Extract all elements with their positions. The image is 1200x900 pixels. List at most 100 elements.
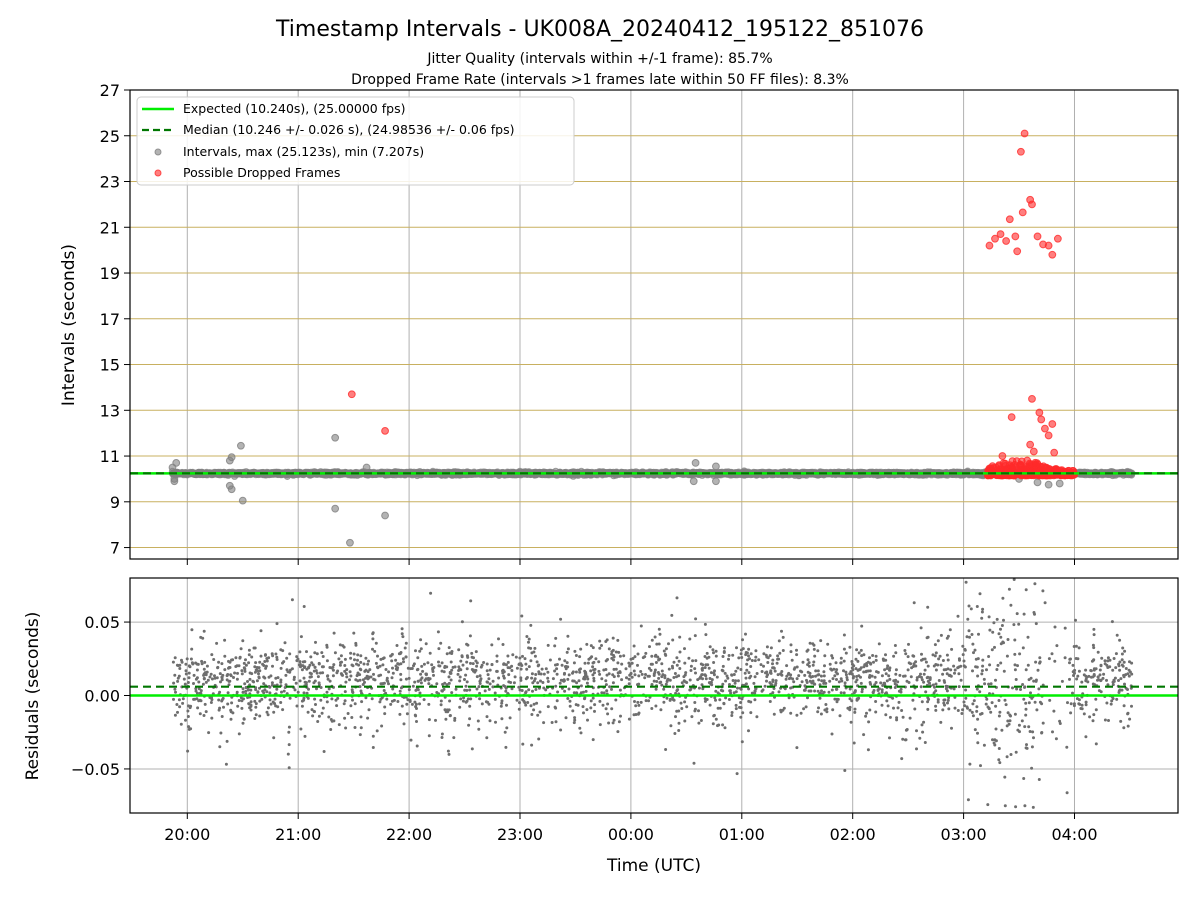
- residual-point: [464, 684, 468, 688]
- residual-point: [1003, 775, 1007, 779]
- residual-point: [339, 654, 343, 658]
- residual-point: [518, 656, 522, 660]
- residual-point: [637, 711, 641, 715]
- residual-point: [813, 654, 817, 658]
- residual-point: [920, 723, 924, 727]
- residual-point: [1052, 709, 1056, 713]
- residual-point: [994, 678, 997, 682]
- residual-point: [976, 731, 979, 735]
- interval-outlier-13: [381, 511, 389, 520]
- residual-point: [1053, 625, 1057, 629]
- residual-point: [230, 658, 233, 662]
- dropped-frame-point-24: [1048, 420, 1057, 428]
- dropped-frame-point-5: [1028, 200, 1036, 209]
- residual-point: [834, 661, 838, 665]
- residual-point: [257, 672, 260, 676]
- residual-point: [974, 657, 978, 661]
- residual-point: [921, 730, 925, 734]
- residual-point: [918, 736, 922, 740]
- residual-point: [576, 703, 580, 707]
- residual-point: [565, 650, 569, 654]
- residual-point: [683, 700, 687, 704]
- intervals-y-tick-label-27: 27: [100, 81, 120, 100]
- residual-point: [572, 661, 576, 665]
- residual-point: [402, 722, 406, 726]
- residual-point: [775, 661, 779, 665]
- residual-point: [884, 713, 888, 717]
- residual-point: [842, 669, 845, 673]
- residual-point: [721, 655, 725, 658]
- residual-point: [237, 732, 241, 736]
- residual-point: [336, 696, 340, 700]
- residual-point: [660, 669, 664, 673]
- residual-point: [1123, 682, 1126, 686]
- residual-point: [1068, 657, 1072, 661]
- residual-point: [947, 707, 951, 711]
- residual-point: [241, 690, 245, 694]
- residual-point: [744, 676, 748, 680]
- residual-point: [894, 672, 898, 676]
- residual-point: [901, 737, 905, 741]
- dropped-frame-point-16: [1044, 241, 1053, 250]
- residual-point: [1085, 675, 1089, 679]
- residual-point: [1082, 712, 1086, 716]
- residual-point: [364, 656, 368, 660]
- residual-point: [247, 653, 251, 657]
- residual-point: [197, 699, 201, 703]
- residual-point: [1084, 703, 1088, 707]
- legend-expected-label: Expected (10.240s), (25.00000 fps): [183, 101, 405, 116]
- residual-point: [1003, 698, 1007, 702]
- residual-point: [598, 723, 602, 727]
- residual-point: [1031, 805, 1035, 809]
- residual-point: [346, 712, 350, 715]
- residual-point: [777, 690, 781, 694]
- residual-point: [436, 630, 440, 634]
- residual-point: [1111, 668, 1115, 672]
- residual-point: [911, 698, 915, 702]
- residual-point: [659, 708, 663, 712]
- residual-point: [540, 667, 544, 671]
- residual-point: [971, 669, 974, 673]
- residual-point: [212, 658, 216, 661]
- residual-point: [941, 708, 945, 712]
- residual-point: [313, 665, 317, 669]
- residual-point: [256, 690, 260, 694]
- residual-point: [415, 668, 419, 672]
- residual-point: [419, 638, 423, 642]
- residual-point: [739, 668, 743, 671]
- residual-point: [458, 705, 462, 709]
- residual-point: [999, 627, 1002, 631]
- residual-point: [554, 684, 558, 688]
- residual-point: [186, 681, 190, 684]
- residual-point: [675, 709, 679, 713]
- dropped-frame-point-2: [1020, 129, 1029, 138]
- residual-point: [965, 635, 969, 639]
- residual-point: [703, 655, 707, 658]
- residual-point: [447, 675, 451, 679]
- residual-point: [298, 679, 302, 683]
- residual-point: [1038, 700, 1042, 704]
- residual-point: [933, 685, 936, 689]
- residual-point: [536, 681, 540, 685]
- residual-point: [1043, 601, 1047, 605]
- residual-point: [172, 681, 176, 685]
- residual-point: [244, 658, 247, 662]
- residual-point: [268, 698, 272, 702]
- residual-point: [975, 705, 979, 709]
- interval-outlier-10: [331, 433, 340, 442]
- residual-point: [795, 653, 799, 657]
- residual-point: [680, 707, 684, 710]
- residual-point: [465, 667, 469, 671]
- residual-point: [366, 716, 370, 720]
- residual-point: [534, 688, 538, 691]
- residual-point: [1002, 669, 1006, 673]
- residual-point: [660, 662, 664, 666]
- residual-point: [683, 661, 687, 665]
- dropped-frame-point-27: [1029, 447, 1038, 456]
- interval-outlier-20: [1044, 480, 1053, 489]
- residual-point: [972, 651, 975, 655]
- residual-point: [692, 761, 696, 765]
- residual-point: [1077, 646, 1081, 650]
- residual-point: [1078, 702, 1082, 706]
- residual-point: [995, 617, 999, 621]
